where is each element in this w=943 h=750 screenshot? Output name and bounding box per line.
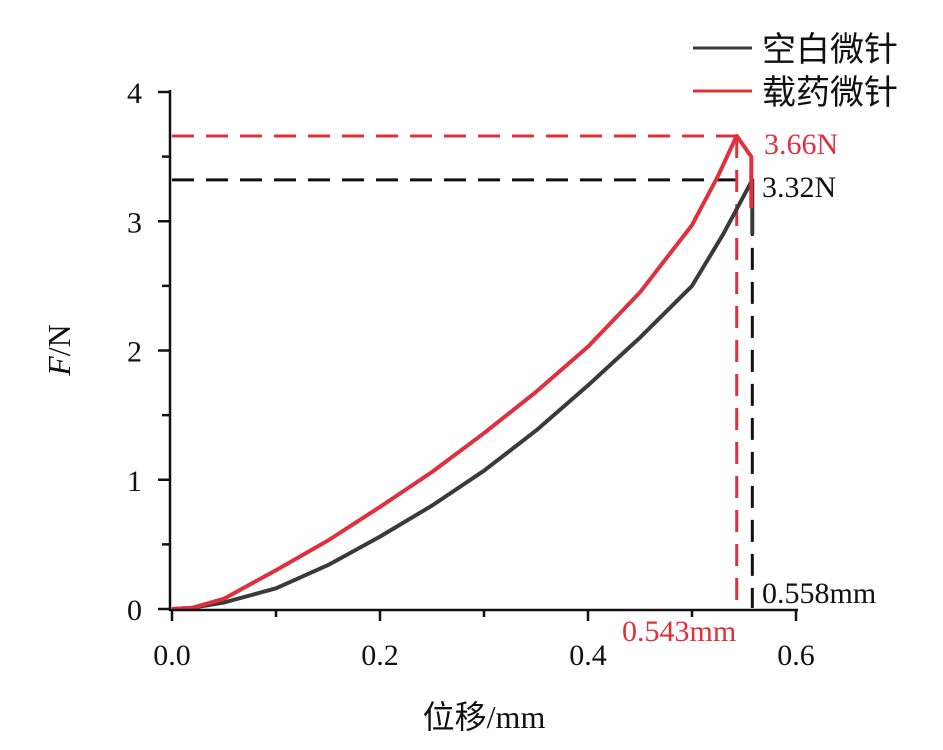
annotation-disp-red: 0.543mm (622, 615, 736, 648)
y-tick-label: 0 (127, 594, 142, 627)
y-axis-label: F/N (41, 324, 77, 377)
x-tick-label: 0.4 (569, 639, 607, 672)
y-tick-label: 2 (127, 336, 142, 369)
annotation-disp-black: 0.558mm (762, 577, 876, 610)
series-line-2 (171, 133, 754, 611)
x-axis-label: 位移/mm (423, 699, 546, 735)
x-tick-label: 0.6 (777, 639, 815, 672)
annotation-peak-red: 3.66N (764, 128, 838, 161)
y-tick-label: 4 (127, 77, 142, 110)
x-tick-label: 0.2 (361, 639, 399, 672)
x-tick-label: 0.0 (153, 639, 191, 672)
legend-label: 载药微针 (762, 74, 898, 112)
annotation-peak-black: 3.32N (762, 171, 836, 204)
y-tick-label: 1 (127, 465, 142, 498)
y-tick-label: 3 (127, 206, 142, 239)
legend-label: 空白微针 (762, 31, 898, 69)
series-line-1 (171, 177, 755, 611)
